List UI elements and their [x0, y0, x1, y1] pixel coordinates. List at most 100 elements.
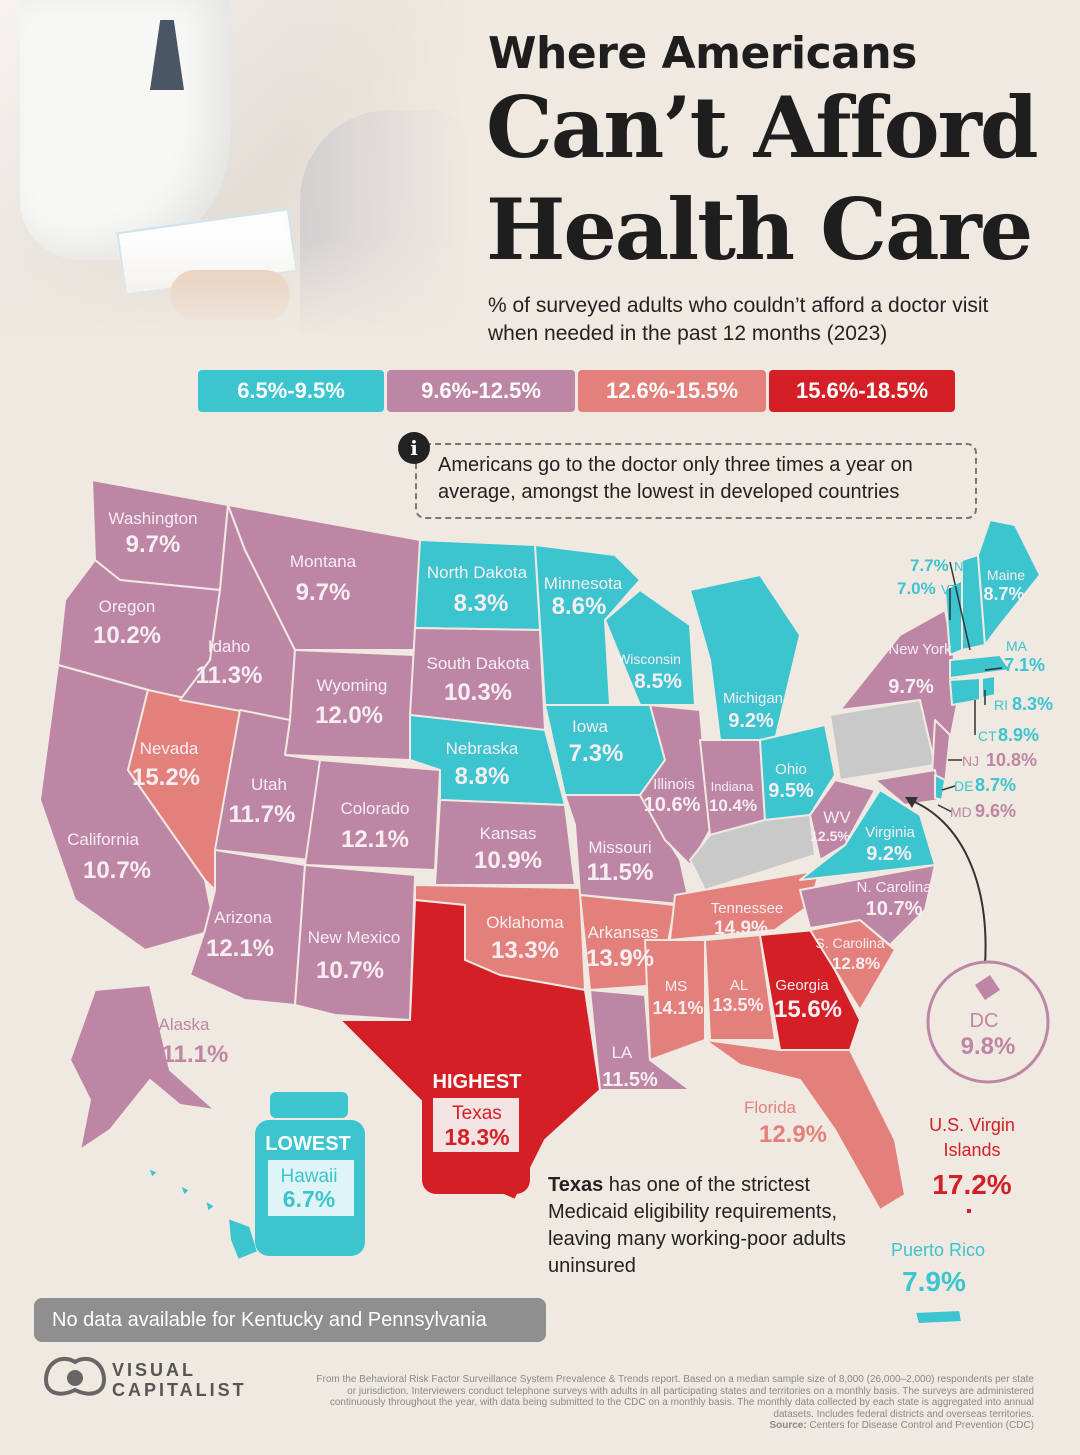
value-colorado: 12.1% — [341, 826, 409, 853]
title-line-3: Health Care — [486, 180, 1033, 279]
value-ohio: 9.5% — [768, 780, 814, 802]
label-washington: Washington — [108, 509, 197, 528]
value-minnesota: 8.6% — [552, 593, 607, 620]
footer-source: Centers for Disease Control and Preventi… — [809, 1420, 1034, 1431]
highest-value: 18.3% — [444, 1124, 509, 1150]
label-maryland: MD — [950, 804, 972, 820]
label-vermont: VT — [941, 582, 958, 597]
label-virginia: Virginia — [865, 824, 915, 841]
value-alabama: 13.5% — [712, 995, 763, 1015]
label-florida: Florida — [744, 1098, 797, 1117]
label-delaware: DE — [954, 778, 973, 794]
label-indiana: Indiana — [711, 779, 754, 794]
label-puerto-rico: Puerto Rico — [891, 1240, 985, 1260]
label-new-york: New York — [888, 641, 952, 658]
state-montana — [227, 504, 421, 651]
value-vermont: 7.0% — [897, 579, 936, 598]
value-montana: 9.7% — [296, 579, 351, 606]
dc-inset — [926, 960, 1050, 1084]
value-utah: 11.7% — [229, 801, 296, 828]
value-wisconsin: 8.5% — [634, 670, 682, 693]
texas-note-bold: Texas — [548, 1174, 604, 1196]
value-maine: 8.7% — [983, 584, 1024, 604]
label-north-dakota: North Dakota — [427, 563, 528, 582]
value-louisiana: 11.5% — [602, 1069, 658, 1091]
label-mississippi: MS — [665, 978, 688, 995]
state-florida — [704, 1039, 906, 1211]
highest-bottle — [422, 1030, 530, 1194]
brand-line-1: VISUAL — [112, 1360, 197, 1380]
label-kansas: Kansas — [480, 824, 537, 843]
value-massachusetts: 7.1% — [1004, 655, 1045, 675]
state-new-york — [839, 609, 961, 766]
label-ohio: Ohio — [775, 761, 807, 778]
value-kansas: 10.9% — [474, 847, 542, 874]
highest-state: Texas — [452, 1103, 502, 1124]
brand-line-2: CAPITALIST — [112, 1380, 247, 1400]
state-wyoming — [284, 649, 416, 761]
value-michigan: 9.2% — [728, 710, 774, 732]
brand-name: VISUAL CAPITALIST — [112, 1360, 247, 1400]
value-mississippi: 14.1% — [652, 998, 703, 1018]
title-line-2: Can’t Afford — [486, 78, 1039, 177]
value-south-carolina: 12.8% — [832, 954, 880, 973]
value-missouri: 11.5% — [587, 859, 654, 886]
texas-note: Texas has one of the strictest Medicaid … — [548, 1172, 878, 1280]
label-dc: DC — [970, 1010, 999, 1032]
label-new-jersey: NJ — [962, 753, 979, 769]
label-louisiana: LA — [612, 1043, 633, 1062]
info-box — [415, 443, 977, 519]
state-louisiana — [589, 989, 691, 1091]
lowest-label: LOWEST — [265, 1133, 351, 1155]
visual-capitalist-logo-icon — [43, 1356, 107, 1396]
value-north-dakota: 8.3% — [454, 590, 509, 617]
state-wisconsin — [604, 589, 696, 706]
label-connecticut: CT — [978, 728, 997, 744]
value-florida: 12.9% — [759, 1121, 827, 1148]
value-new-hampshire: 7.7% — [910, 556, 949, 575]
label-utah: Utah — [251, 775, 287, 794]
state-pennsylvania — [829, 699, 936, 781]
value-idaho: 11.3% — [196, 662, 263, 689]
label-wyoming: Wyoming — [317, 676, 388, 695]
label-arizona: Arizona — [214, 908, 272, 927]
value-dc: 9.8% — [961, 1033, 1016, 1060]
northeast-leaders — [937, 561, 1003, 813]
label-rhode-island: RI — [994, 697, 1008, 713]
value-oklahoma: 13.3% — [491, 937, 559, 964]
subtitle: % of surveyed adults who couldn’t afford… — [488, 294, 989, 345]
value-arizona: 12.1% — [206, 935, 274, 962]
label-minnesota: Minnesota — [544, 574, 623, 593]
value-illinois: 10.6% — [644, 794, 701, 816]
value-west-virginia: 12.5% — [810, 828, 850, 844]
value-new-york: 9.7% — [888, 676, 934, 698]
title-line-1: Where Americans — [488, 28, 917, 79]
lowest-value: 6.7% — [283, 1186, 335, 1212]
bottle-labels: HIGHEST Texas 18.3% LOWEST Hawaii 6.7% — [265, 1071, 521, 1212]
label-virgin-islands-1: U.S. Virgin — [929, 1115, 1015, 1135]
value-iowa: 7.3% — [569, 740, 624, 767]
label-oregon: Oregon — [99, 597, 156, 616]
label-wisconsin: Wisconsin — [617, 651, 681, 667]
dc-shape — [975, 975, 1000, 1000]
value-rhode-island: 8.3% — [1012, 694, 1053, 714]
label-new-hampshire: NH — [954, 559, 973, 574]
value-new-jersey: 10.8% — [986, 750, 1037, 770]
value-alaska: 11.1% — [162, 1041, 229, 1068]
state-massachusetts — [949, 654, 1011, 679]
state-georgia — [759, 929, 861, 1051]
legend-item-2: 9.6%-12.5% — [387, 370, 575, 412]
value-north-carolina: 10.7% — [866, 898, 923, 920]
dc-arrow-head — [905, 797, 918, 808]
dc-arrow — [909, 799, 987, 966]
legend-item-1: 6.5%-9.5% — [198, 370, 384, 412]
state-illinois — [639, 704, 711, 866]
state-alaska — [69, 984, 216, 1151]
label-georgia: Georgia — [775, 977, 829, 994]
label-maine: Maine — [987, 567, 1025, 583]
state-west-virginia — [809, 779, 876, 861]
value-tennessee: 14.9% — [714, 918, 768, 939]
label-south-carolina: S. Carolina — [815, 935, 884, 951]
highest-label: HIGHEST — [433, 1071, 522, 1093]
